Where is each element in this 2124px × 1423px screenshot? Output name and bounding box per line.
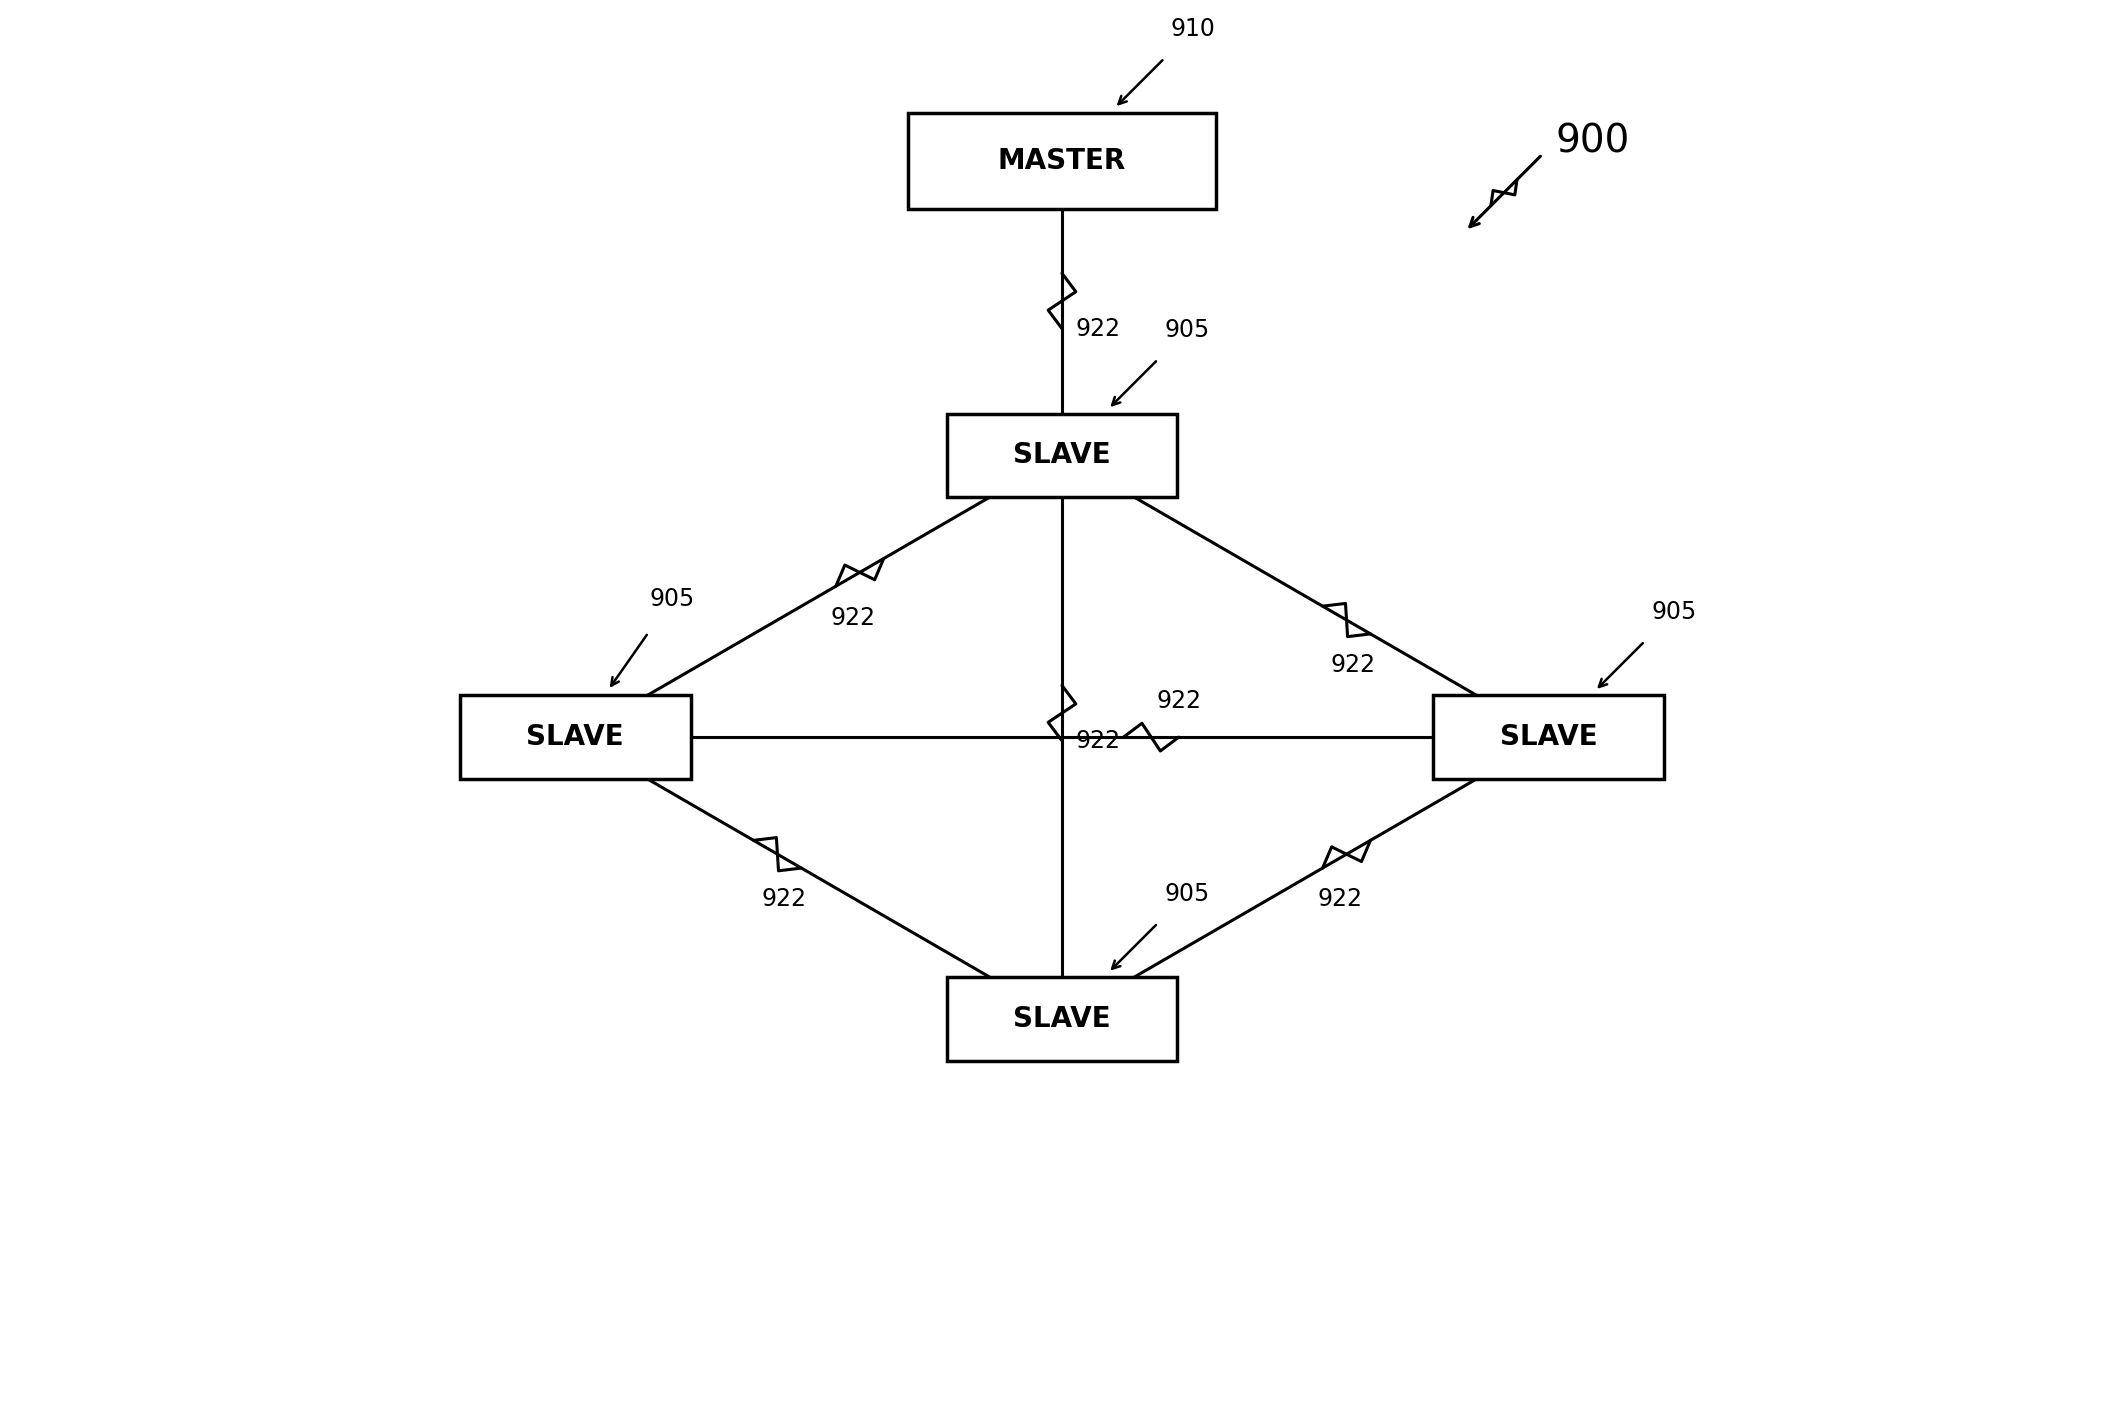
Text: 905: 905 (1164, 882, 1209, 906)
Text: MASTER: MASTER (998, 147, 1126, 175)
Text: 922: 922 (1330, 653, 1376, 677)
Text: 900: 900 (1555, 122, 1629, 161)
Text: SLAVE: SLAVE (527, 723, 624, 751)
Text: SLAVE: SLAVE (1013, 441, 1111, 470)
Text: 905: 905 (1650, 601, 1697, 625)
FancyBboxPatch shape (947, 414, 1177, 497)
FancyBboxPatch shape (947, 978, 1177, 1060)
Text: 905: 905 (650, 586, 695, 610)
Text: 910: 910 (1170, 17, 1215, 41)
FancyBboxPatch shape (1434, 696, 1663, 778)
Text: 922: 922 (1158, 689, 1202, 713)
Text: SLAVE: SLAVE (1500, 723, 1597, 751)
Text: 922: 922 (760, 888, 807, 911)
FancyBboxPatch shape (909, 112, 1215, 209)
Text: 922: 922 (1075, 729, 1119, 753)
Text: 922: 922 (830, 606, 875, 629)
FancyBboxPatch shape (461, 696, 690, 778)
Text: 905: 905 (1164, 319, 1209, 343)
Text: 922: 922 (1075, 317, 1119, 342)
Text: 922: 922 (1317, 888, 1364, 911)
Text: SLAVE: SLAVE (1013, 1005, 1111, 1033)
